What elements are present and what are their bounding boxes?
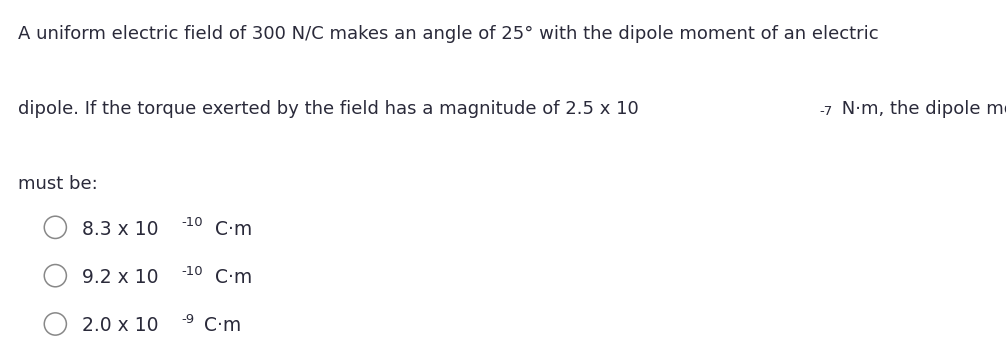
Text: A uniform electric field of 300 N/C makes an angle of 25° with the dipole moment: A uniform electric field of 300 N/C make… — [18, 25, 878, 43]
Text: -7: -7 — [819, 105, 832, 118]
Text: 9.2 x 10: 9.2 x 10 — [82, 268, 159, 287]
Text: C·m: C·m — [209, 268, 253, 287]
Text: -9: -9 — [181, 313, 194, 326]
Text: N·m, the dipole moment: N·m, the dipole moment — [836, 100, 1006, 118]
Text: 2.0 x 10: 2.0 x 10 — [82, 316, 159, 335]
Text: must be:: must be: — [18, 175, 98, 193]
Text: -10: -10 — [181, 265, 203, 278]
Text: -10: -10 — [181, 217, 203, 229]
Text: C·m: C·m — [198, 316, 241, 335]
Text: 8.3 x 10: 8.3 x 10 — [82, 219, 159, 239]
Text: C·m: C·m — [209, 219, 253, 239]
Text: dipole. If the torque exerted by the field has a magnitude of 2.5 x 10: dipole. If the torque exerted by the fie… — [18, 100, 639, 118]
